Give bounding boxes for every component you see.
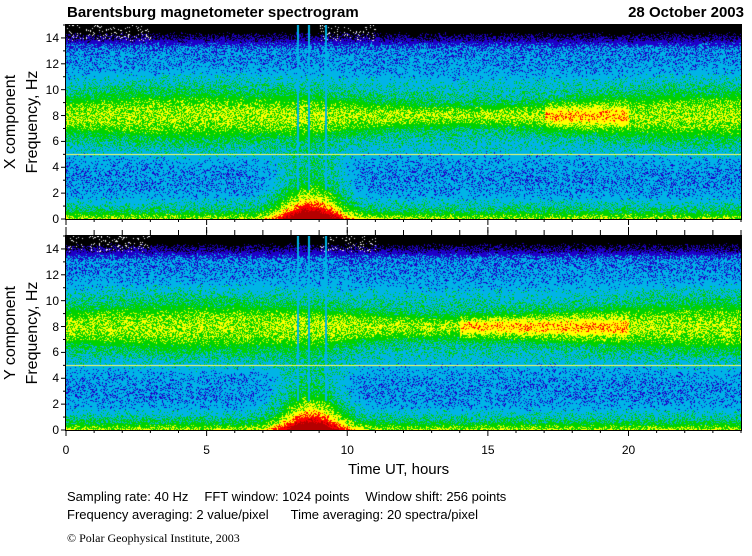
y-tick-label: 12 (45, 267, 59, 282)
y-tick-label: 12 (45, 56, 59, 71)
y-tick-label: 6 (52, 134, 59, 149)
y-tick-label: 8 (52, 319, 59, 334)
x-tick-label: 20 (621, 443, 636, 457)
y-tick-label: 2 (52, 397, 59, 412)
footer-line-2: Frequency averaging: 2 value/pixel Time a… (67, 507, 478, 522)
x-tick-label: 5 (203, 443, 210, 457)
y-tick-label: 14 (45, 241, 59, 256)
x-tick-label: 0 (62, 443, 70, 457)
y-tick-label: 4 (52, 160, 59, 175)
y-tick-label: 6 (52, 345, 59, 360)
y-tick-label: 2 (52, 186, 59, 201)
y-tick-label: 0 (52, 212, 59, 226)
y-tick-label: 4 (52, 371, 59, 386)
footer-line-1: Sampling rate: 40 Hz FFT window: 1024 poi… (67, 489, 506, 504)
x-axis-label: Time UT, hours (348, 461, 450, 478)
chart-title: Barentsburg magnetometer spectrogram (67, 4, 359, 21)
y-tick-label: 0 (52, 423, 59, 437)
y-tick-label: 8 (52, 108, 59, 123)
y-tick-label: 14 (45, 30, 59, 45)
sampling-rate: Sampling rate: 40 Hz (67, 489, 189, 504)
spectrogram-x (66, 25, 741, 219)
y-tick-label: 10 (45, 293, 59, 308)
spectrogram-panel-x (65, 24, 742, 220)
window-shift: Window shift: 256 points (365, 489, 507, 504)
chart-date: 28 October 2003 (628, 4, 744, 21)
x-tick-label: 15 (481, 443, 495, 457)
copyright: © Polar Geophysical Institute, 2003 (67, 531, 240, 545)
frequency-averaging: Frequency averaging: 2 value/pixel (67, 507, 269, 522)
time-averaging: Time averaging: 20 spectra/pixel (290, 507, 479, 522)
y-tick-label: 10 (45, 82, 59, 97)
x-tick-label: 10 (340, 443, 354, 457)
spectrogram-y (66, 236, 741, 430)
fft-window: FFT window: 1024 points (204, 489, 350, 504)
